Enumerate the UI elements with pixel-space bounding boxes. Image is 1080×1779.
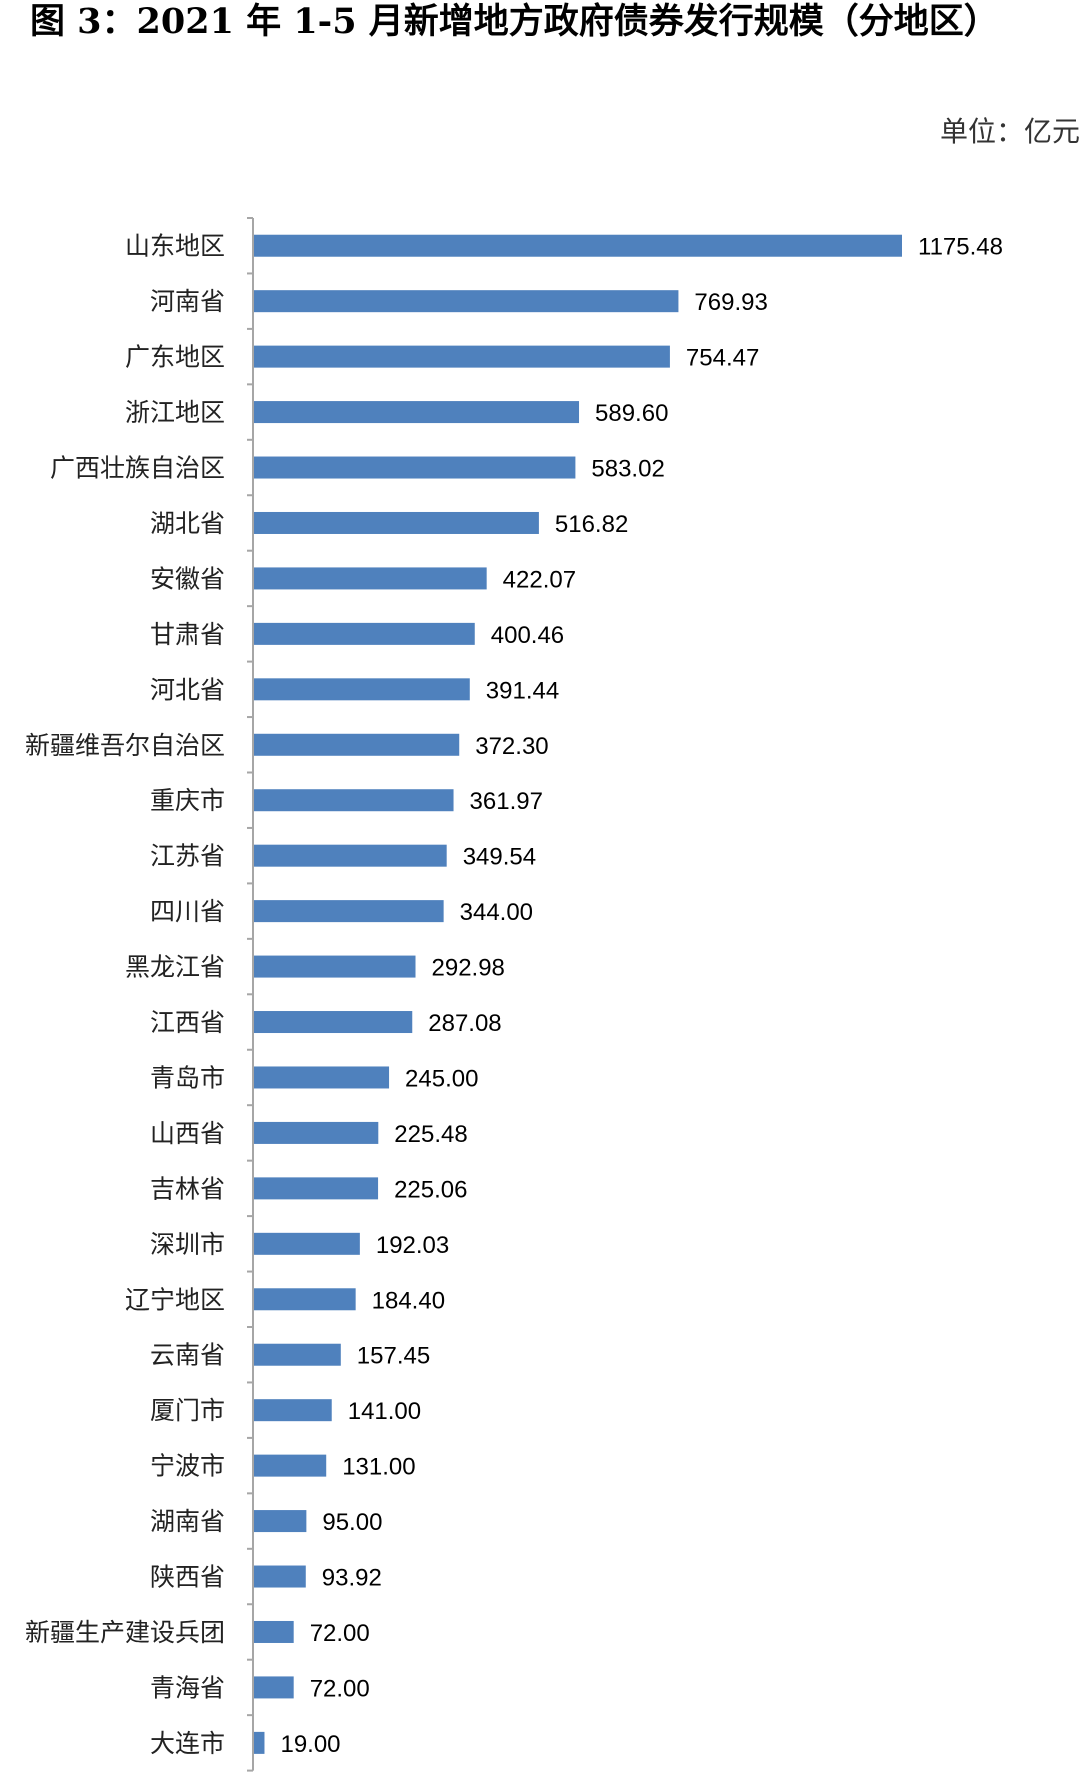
bar [254,1121,379,1144]
bar [254,1011,413,1034]
data-label: 95.00 [322,1509,382,1536]
data-label: 225.48 [394,1121,467,1148]
data-label: 131.00 [342,1454,415,1481]
bar [254,1232,360,1255]
bar [254,345,670,368]
bar [254,678,470,701]
chart-title: 图 3：2021 年 1-5 月新增地方政府债券发行规模（分地区） [30,1,999,42]
data-label: 422.07 [503,566,576,593]
data-label: 589.60 [595,400,668,427]
bar [254,1620,294,1643]
bar [254,567,487,590]
data-label: 583.02 [591,456,664,483]
category-label: 陕西省 [150,1563,225,1592]
bar [254,955,416,978]
category-label: 江苏省 [150,842,225,871]
category-label: 湖北省 [150,509,225,538]
bar [254,1731,265,1754]
data-label: 157.45 [357,1343,430,1370]
data-label: 349.54 [463,844,536,871]
category-label: 吉林省 [150,1174,225,1203]
data-label: 225.06 [394,1176,467,1203]
category-label: 辽宁地区 [125,1285,225,1314]
category-label: 云南省 [150,1341,225,1370]
data-label: 141.00 [348,1398,421,1425]
data-label: 391.44 [486,677,559,704]
bar [254,1288,356,1311]
unit-label: 单位：亿元 [939,115,1080,148]
bar [254,1399,332,1422]
bar [254,456,576,479]
category-label: 河北省 [150,675,225,704]
category-label: 湖南省 [150,1507,225,1536]
category-label: 广东地区 [125,343,225,372]
data-label: 754.47 [686,345,759,372]
category-label: 黑龙江省 [125,953,225,982]
bar [254,733,460,756]
category-label: 广西壮族自治区 [50,454,225,483]
bar [254,1066,390,1089]
data-label: 1175.48 [918,234,1003,261]
data-label: 93.92 [322,1565,382,1592]
category-label: 甘肃省 [150,620,225,649]
bar [254,1454,327,1477]
bar [254,622,475,645]
bar [254,401,580,424]
category-label: 江西省 [150,1008,225,1037]
data-label: 72.00 [310,1675,370,1702]
category-label: 河南省 [150,287,225,316]
data-label: 245.00 [405,1065,478,1092]
data-label: 400.46 [491,622,564,649]
category-label: 青岛市 [150,1063,225,1092]
category-label: 安徽省 [150,564,225,593]
category-label: 厦门市 [150,1396,225,1425]
category-label: 新疆生产建设兵团 [25,1618,225,1647]
bar [254,1676,294,1699]
bar [254,1177,379,1200]
bar [254,290,679,313]
category-label: 重庆市 [150,786,225,815]
data-label: 292.98 [432,955,505,982]
category-label: 深圳市 [150,1230,225,1259]
data-label: 516.82 [555,511,628,538]
category-label: 青海省 [150,1673,225,1702]
data-label: 19.00 [280,1731,340,1758]
data-label: 344.00 [460,899,533,926]
category-label: 宁波市 [150,1452,225,1481]
bar [254,1565,306,1588]
data-label: 192.03 [376,1232,449,1259]
bar [254,789,454,812]
bar [254,1343,341,1366]
category-label: 山东地区 [125,232,225,261]
category-label: 新疆维吾尔自治区 [25,731,225,760]
bar [254,844,447,867]
bar [254,1510,307,1533]
bar [254,511,539,534]
bar [254,900,444,923]
category-label: 大连市 [150,1729,225,1758]
data-label: 72.00 [310,1620,370,1647]
data-label: 372.30 [475,733,548,760]
bar [254,234,902,257]
category-label: 山西省 [150,1119,225,1148]
data-label: 769.93 [694,289,767,316]
category-label: 四川省 [150,897,225,926]
data-label: 361.97 [470,788,543,815]
data-label: 287.08 [428,1010,501,1037]
category-label: 浙江地区 [125,398,225,427]
data-label: 184.40 [372,1287,445,1314]
